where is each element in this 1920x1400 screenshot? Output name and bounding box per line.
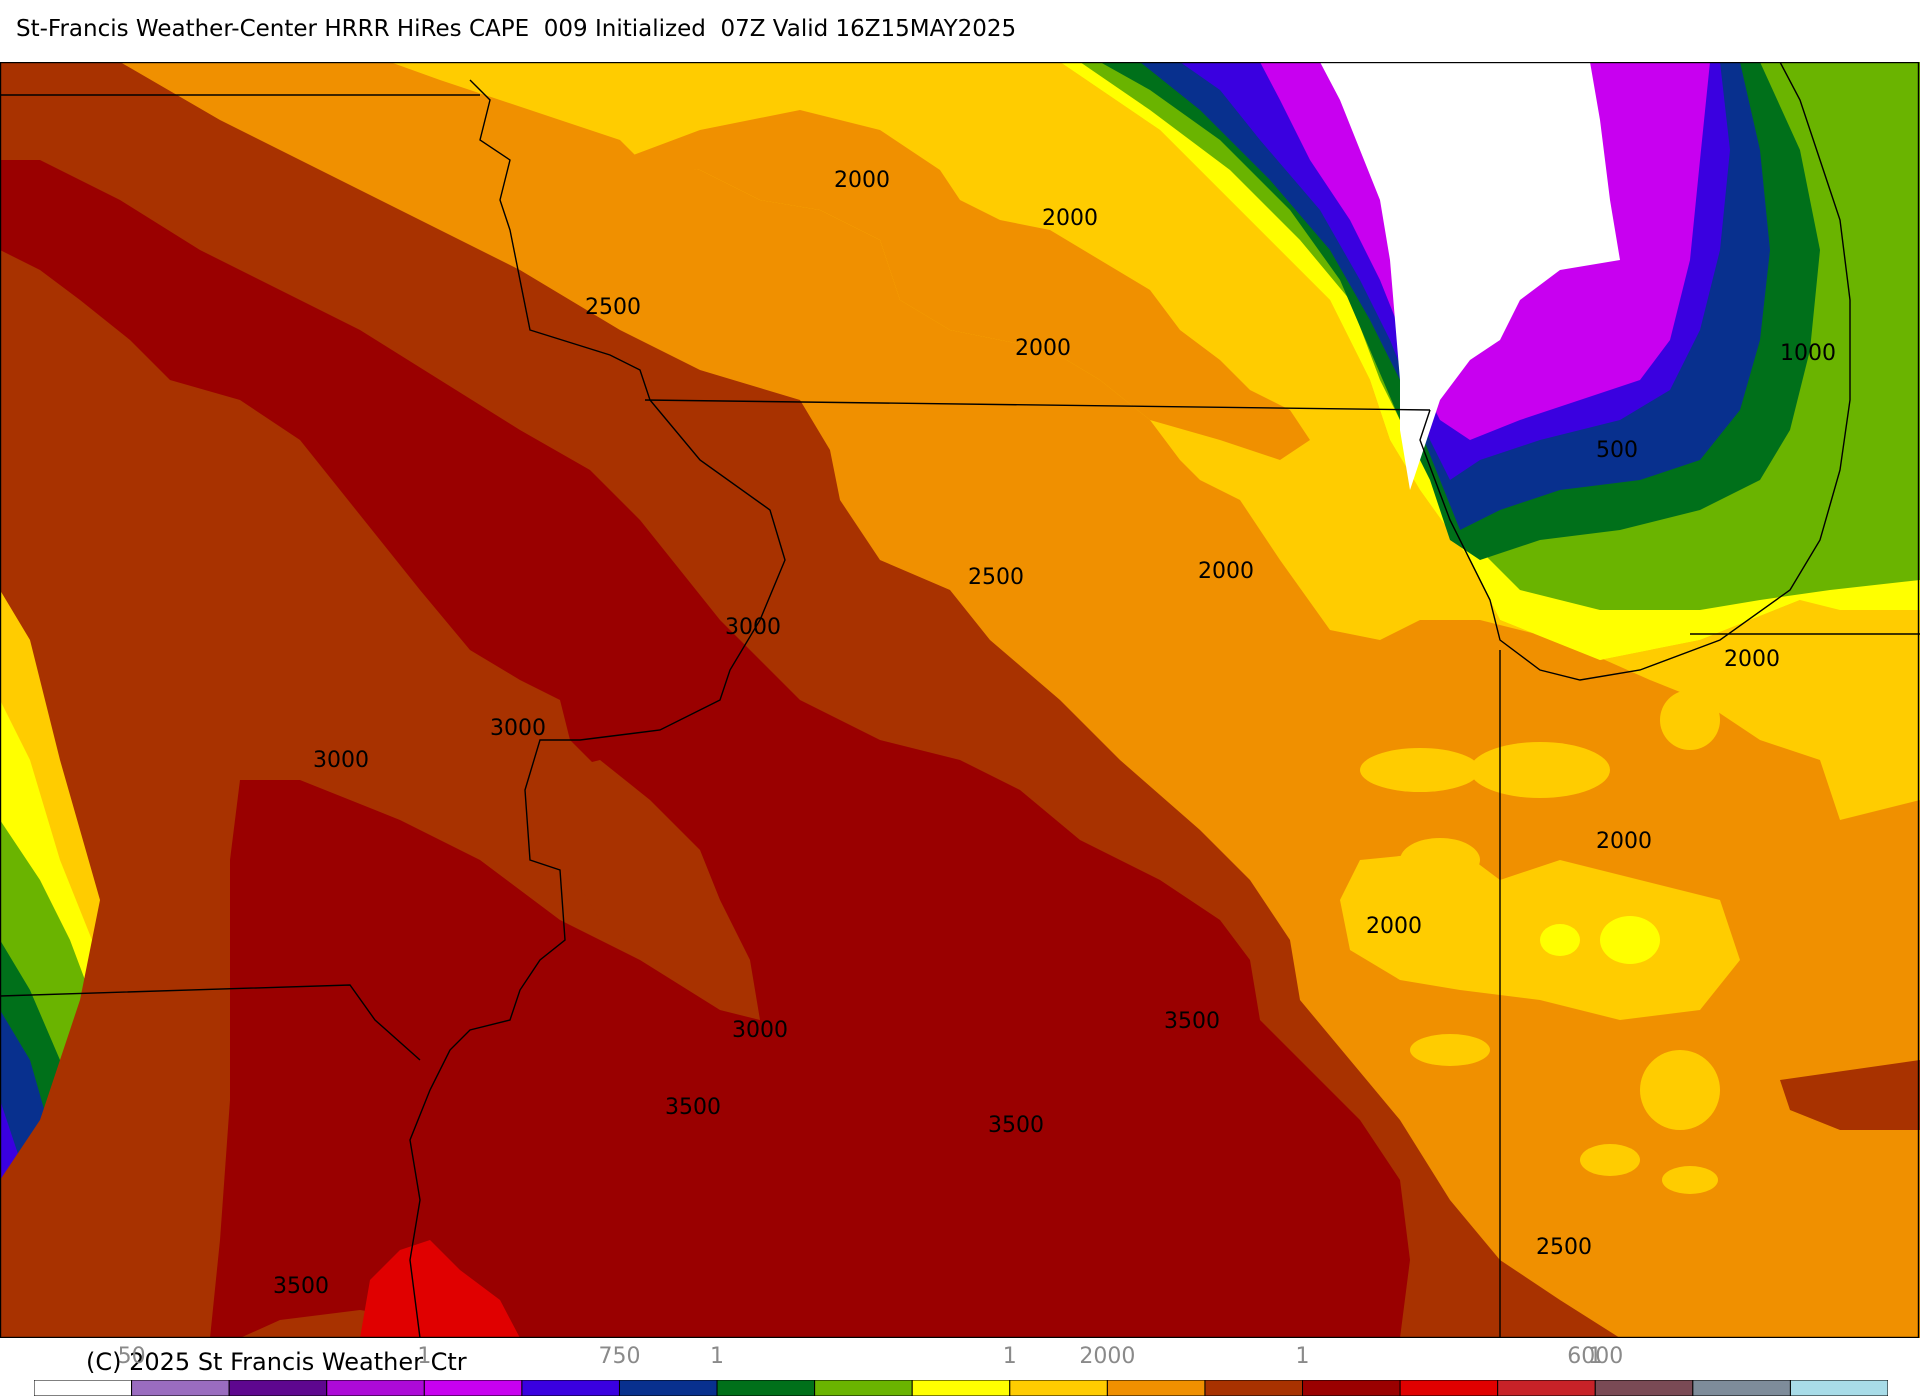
contour-label: 2000 [1724,647,1780,672]
contour-label: 3500 [1164,1009,1220,1034]
colorbar-swatch [34,1380,133,1396]
lake-no-cape [1320,62,1620,490]
map-title: St-Francis Weather-Center HRRR HiRes CAP… [16,16,1017,42]
colorbar-swatch [1204,1380,1304,1396]
colorbar-tick-label: 1 [1588,1344,1603,1369]
state-boundaries [0,62,1920,1338]
colorbar-swatch [618,1380,718,1396]
contour-label: 2500 [1536,1235,1592,1260]
boundary-line [644,399,1431,411]
contour-label: 3500 [273,1274,329,1299]
colorbar-tick-label: 50 [117,1344,146,1369]
colorbar-swatch [326,1380,425,1396]
cape-region-3500-4000 [360,1240,520,1338]
cape-map: 2000 2000 2000 2500 1000 500 2500 2000 3000 3000 3… [0,62,1920,1338]
cape-blob [1662,1166,1718,1194]
boundary-line [409,79,786,1338]
cape-blob [1540,924,1580,956]
boundary-line [1419,62,1851,681]
colorbar-swatch [814,1380,913,1396]
cape-blob [1470,742,1610,798]
contour-label: 3000 [313,748,369,773]
contour-label: 2000 [1198,559,1254,584]
contour-label: 1000 [1780,341,1836,366]
colorbar-swatch [1789,1380,1888,1396]
colorbar-swatch [1009,1380,1108,1396]
colorbar-swatch [1302,1380,1401,1396]
cape-blob [1660,690,1720,750]
contour-label: 3500 [988,1113,1044,1138]
contour-labels: 2000 2000 2000 2500 1000 500 2500 2000 3000 3000 3… [273,168,1836,1299]
map-frame [0,62,1920,1338]
contour-label: 2000 [834,168,890,193]
colorbar-swatch [1692,1380,1791,1396]
colorbar-tick-label: 1 [417,1344,432,1369]
contour-label: 2500 [585,295,641,320]
colorbar-tick-label: 2000 [1079,1344,1136,1369]
contour-label: 2000 [1366,914,1422,939]
colorbar-swatch [1106,1380,1206,1396]
colorbar-tick-label: 1 [1002,1344,1017,1369]
colorbar-swatch [1399,1380,1499,1396]
cape-blob [1780,1060,1920,1130]
cape-blob [1410,1034,1490,1066]
cape-region-1500-2000-north [390,62,1920,820]
contour-label: 3000 [490,716,546,741]
colorbar-swatch [911,1380,1011,1396]
cape-blob [1600,916,1660,964]
contour-label: 3500 [665,1095,721,1120]
contour-label: 2500 [968,565,1024,590]
cape-blob [1640,1050,1720,1130]
colorbar-tick-label: 1 [710,1344,725,1369]
cape-region-2000-2500-north [620,110,1310,460]
cape-blob [1830,640,1920,760]
colorbar-swatch [521,1380,620,1396]
colorbar-swatch [423,1380,523,1396]
cape-region-2500-3000-inner [560,760,740,1010]
colorbar [34,1380,1888,1396]
cape-blob [1340,850,1740,1020]
contour-label: 2000 [1015,336,1071,361]
contour-label: 2000 [1596,829,1652,854]
colorbar-swatch [1497,1380,1596,1396]
colorbar-tick-label: 750 [598,1344,641,1369]
colorbar-swatch [131,1380,230,1396]
copyright-text: (C) 2025 St Francis Weather Ctr [86,1348,467,1376]
contour-label: 500 [1596,438,1638,463]
contour-label: 3000 [732,1018,788,1043]
colorbar-swatch [716,1380,816,1396]
contour-label: 2000 [1042,206,1098,231]
cape-blob [1360,748,1480,792]
cape-blob [1580,1144,1640,1176]
colorbar-swatch [228,1380,328,1396]
colorbar-tick-label: 6000 [1567,1344,1624,1369]
contour-label: 3000 [725,615,781,640]
colorbar-tick-label: 1 [1295,1344,1310,1369]
colorbar-swatch [1594,1380,1694,1396]
cape-region-3000-3500 [0,160,1410,1338]
boundary-line [0,984,421,1061]
cape-fill-regions [0,62,1920,1338]
